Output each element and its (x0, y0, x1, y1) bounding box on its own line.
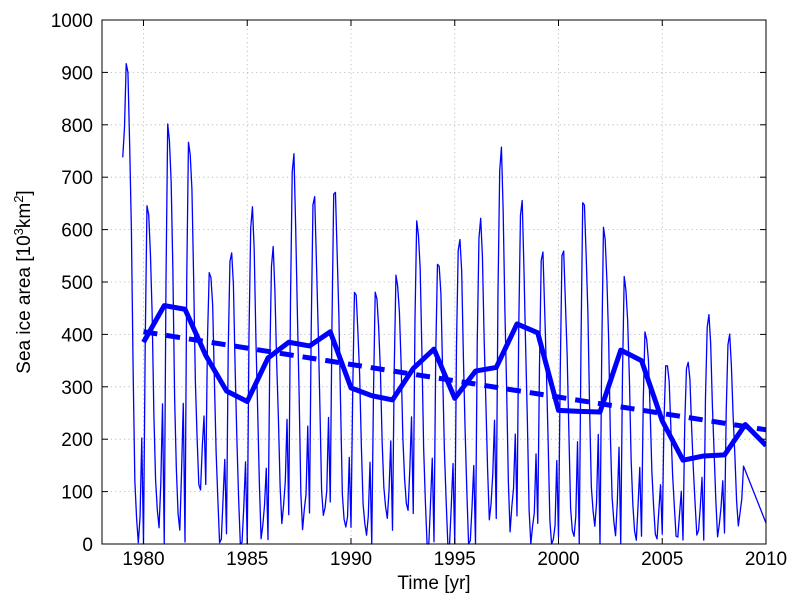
x-tick-label: 2000 (537, 549, 579, 570)
plot-series (122, 62, 766, 545)
x-tick-label: 2010 (745, 549, 787, 570)
y-tick-label: 700 (61, 168, 93, 189)
y-tick-label: 400 (61, 325, 93, 346)
x-tick-label: 1990 (330, 549, 372, 570)
x-tick-label: 1995 (434, 549, 476, 570)
y-axis-title-mid: km (14, 203, 35, 228)
trend-line (143, 329, 766, 433)
y-tick-label: 300 (61, 378, 93, 399)
axis-ticks (102, 19, 767, 545)
x-tick-label: 1985 (226, 549, 268, 570)
y-tick-label: 500 (61, 273, 93, 294)
y-axis-title-sup2: 2 (11, 196, 26, 203)
y-tick-label: 100 (61, 483, 93, 504)
annual-mean-line (141, 303, 766, 463)
y-tick-label: 800 (61, 116, 93, 137)
y-tick-label: 1000 (51, 11, 93, 32)
x-axis-title: Time [yr] (397, 573, 470, 594)
y-tick-label: 0 (82, 535, 93, 556)
y-axis-title-prefix: Sea ice area [10 (14, 235, 35, 373)
x-tick-label: 2005 (641, 549, 683, 570)
y-axis-title-suffix: ] (14, 190, 35, 195)
y-axis-title: Sea ice area [103km2] (11, 190, 36, 373)
x-tick-label: 1980 (122, 549, 164, 570)
y-tick-label: 900 (61, 63, 93, 84)
y-axis-title-sup1: 3 (11, 228, 26, 235)
y-tick-label: 600 (61, 221, 93, 242)
monthly-series-line (122, 62, 766, 545)
y-tick-label: 200 (61, 430, 93, 451)
tick-labels: 1980 1985 1990 1995 2000 2005 2010 0 100 200 300 40… (51, 11, 787, 570)
grid-lines (102, 20, 766, 544)
